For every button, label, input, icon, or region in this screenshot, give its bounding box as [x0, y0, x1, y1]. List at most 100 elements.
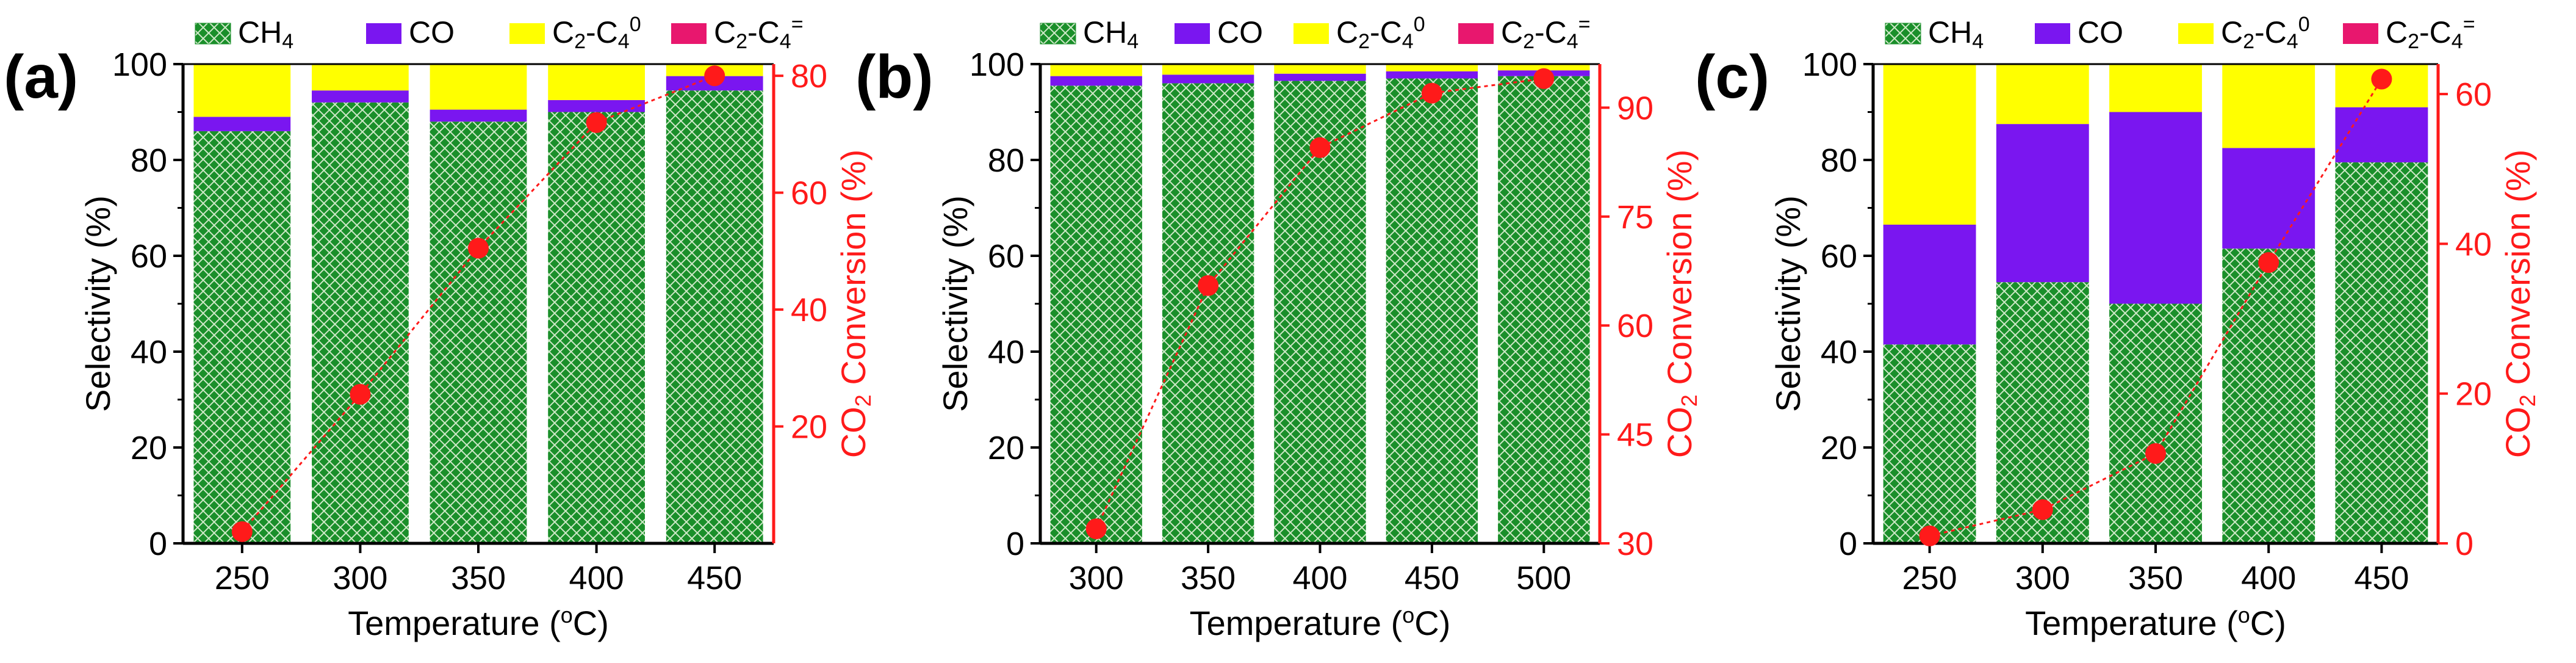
y2-tick-label: 45 [1617, 417, 1653, 454]
y-tick-label: 20 [131, 430, 167, 466]
y-tick-label: 80 [988, 142, 1024, 179]
x-tick-label: 450 [2354, 560, 2409, 596]
y-tick-label: 100 [970, 46, 1024, 83]
bar-c2c4_0-250 [1883, 64, 1976, 225]
y2-axis-title: CO2 Conversion (%) [2499, 150, 2540, 458]
y-tick-label: 80 [1821, 142, 1857, 179]
y2-axis-title: CO2 Conversion (%) [834, 150, 876, 458]
x-tick-label: 300 [1069, 560, 1124, 596]
bar-c2c4_0-350 [1162, 64, 1254, 75]
legend-label-c2c4_0: C2-C40 [1336, 13, 1425, 53]
x-axis-title: Temperature (oC) [1190, 603, 1451, 642]
y2-tick-label: 90 [1617, 90, 1653, 126]
bar-co-250 [193, 117, 291, 131]
y-tick-label: 20 [988, 430, 1024, 466]
conversion-point-400 [2258, 252, 2279, 274]
legend-swatch-ch4 [1040, 23, 1076, 45]
y-tick-label: 20 [1821, 430, 1857, 466]
y-tick-label: 0 [1839, 526, 1857, 562]
bar-co-350 [430, 109, 527, 122]
bar-co-300 [1996, 124, 2089, 283]
panel-label: (b) [855, 43, 934, 111]
y2-tick-label: 60 [1617, 308, 1653, 344]
legend-label-c2c4_eq: C2-C4= [1501, 13, 1591, 53]
legend-label-co: CO [409, 15, 455, 49]
x-axis-title: Temperature (oC) [2025, 603, 2286, 642]
bar-co-250 [1883, 224, 1976, 345]
bar-ch4-300 [312, 102, 409, 544]
y2-tick-label: 40 [2455, 226, 2492, 263]
legend-swatch-co [2035, 23, 2070, 44]
y-tick-label: 60 [988, 238, 1024, 275]
y-tick-label: 60 [1821, 238, 1857, 275]
x-tick-label: 450 [687, 560, 742, 596]
bar-ch4-400 [548, 112, 645, 543]
bar-c2c4_0-400 [548, 64, 645, 100]
bar-c2c4_0-300 [1050, 64, 1142, 76]
bar-ch4-450 [2335, 162, 2428, 543]
bar-c2c4_0-450 [1386, 64, 1478, 71]
y2-tick-label: 60 [791, 175, 827, 212]
y-axis-title: Selectivity (%) [936, 195, 974, 412]
panel-1: (b) CH4 CO C2-C40 C2-C4= 300 350 400 450 500 0 20 40… [855, 13, 1702, 642]
bar-co-400 [548, 100, 645, 112]
conversion-point-500 [1533, 68, 1555, 89]
conversion-point-350 [1198, 275, 1219, 296]
bar-ch4-500 [1498, 76, 1590, 543]
legend-swatch-c2c4_eq [1458, 23, 1494, 44]
legend-label-c2c4_eq: C2-C4= [2386, 13, 2475, 53]
y2-tick-label: 60 [2455, 76, 2492, 113]
conversion-point-300 [350, 383, 371, 405]
bar-co-300 [1050, 76, 1142, 86]
bar-c2c4_0-300 [312, 64, 409, 91]
conversion-line [1095, 78, 1544, 529]
bar-c2c4_0-350 [430, 64, 527, 110]
x-tick-label: 400 [569, 560, 624, 596]
bar-ch4-250 [193, 131, 291, 543]
bar-co-400 [1274, 73, 1366, 81]
y-tick-label: 0 [149, 526, 167, 562]
bar-co-350 [2109, 112, 2202, 304]
conversion-point-450 [2371, 68, 2392, 90]
conversion-point-450 [1421, 82, 1442, 104]
conversion-point-400 [586, 112, 607, 133]
conversion-point-400 [1309, 137, 1331, 158]
x-tick-label: 300 [333, 560, 387, 596]
bar-co-300 [312, 90, 409, 103]
bar-c2c4_0-400 [1274, 64, 1366, 74]
bar-ch4-250 [1883, 344, 1976, 543]
x-tick-label: 350 [2128, 560, 2183, 596]
y-tick-label: 0 [1006, 526, 1024, 562]
y2-tick-label: 80 [791, 58, 827, 95]
legend-label-c2c4_0: C2-C40 [2221, 13, 2310, 53]
conversion-point-450 [704, 65, 725, 87]
legend-label-ch4: CH4 [1928, 15, 1984, 53]
x-tick-label: 450 [1405, 560, 1459, 596]
x-axis-title: Temperature (oC) [348, 603, 609, 642]
bar-ch4-350 [1162, 83, 1254, 543]
x-tick-label: 300 [2015, 560, 2070, 596]
y-tick-label: 80 [131, 142, 167, 179]
legend-label-c2c4_0: C2-C40 [552, 13, 641, 53]
bar-ch4-450 [666, 90, 763, 544]
y2-tick-label: 0 [2455, 526, 2473, 562]
x-tick-label: 400 [2241, 560, 2296, 596]
x-tick-label: 500 [1516, 560, 1571, 596]
bar-c2c4_0-350 [2109, 64, 2202, 112]
bar-ch4-300 [1050, 85, 1142, 543]
legend-swatch-co [1175, 23, 1210, 44]
x-tick-label: 350 [1181, 560, 1236, 596]
legend-swatch-c2c4_0 [1293, 23, 1329, 44]
bar-co-450 [1386, 71, 1478, 79]
panel-2: (c)CH4 CO C2-C40 C2-C4=250 300 350 400 45002040… [1695, 13, 2540, 642]
y-tick-label: 60 [131, 238, 167, 275]
bar-co-400 [2222, 148, 2315, 249]
y-tick-label: 40 [1821, 334, 1857, 371]
conversion-point-250 [231, 521, 253, 542]
conversion-point-300 [1085, 518, 1107, 540]
y2-tick-label: 20 [791, 409, 827, 446]
bar-c2c4_0-300 [1996, 64, 2089, 125]
legend-label-co: CO [2078, 15, 2123, 49]
legend-label-c2c4_eq: C2-C4= [714, 13, 804, 53]
y2-axis-title: CO2 Conversion (%) [1660, 150, 1702, 458]
